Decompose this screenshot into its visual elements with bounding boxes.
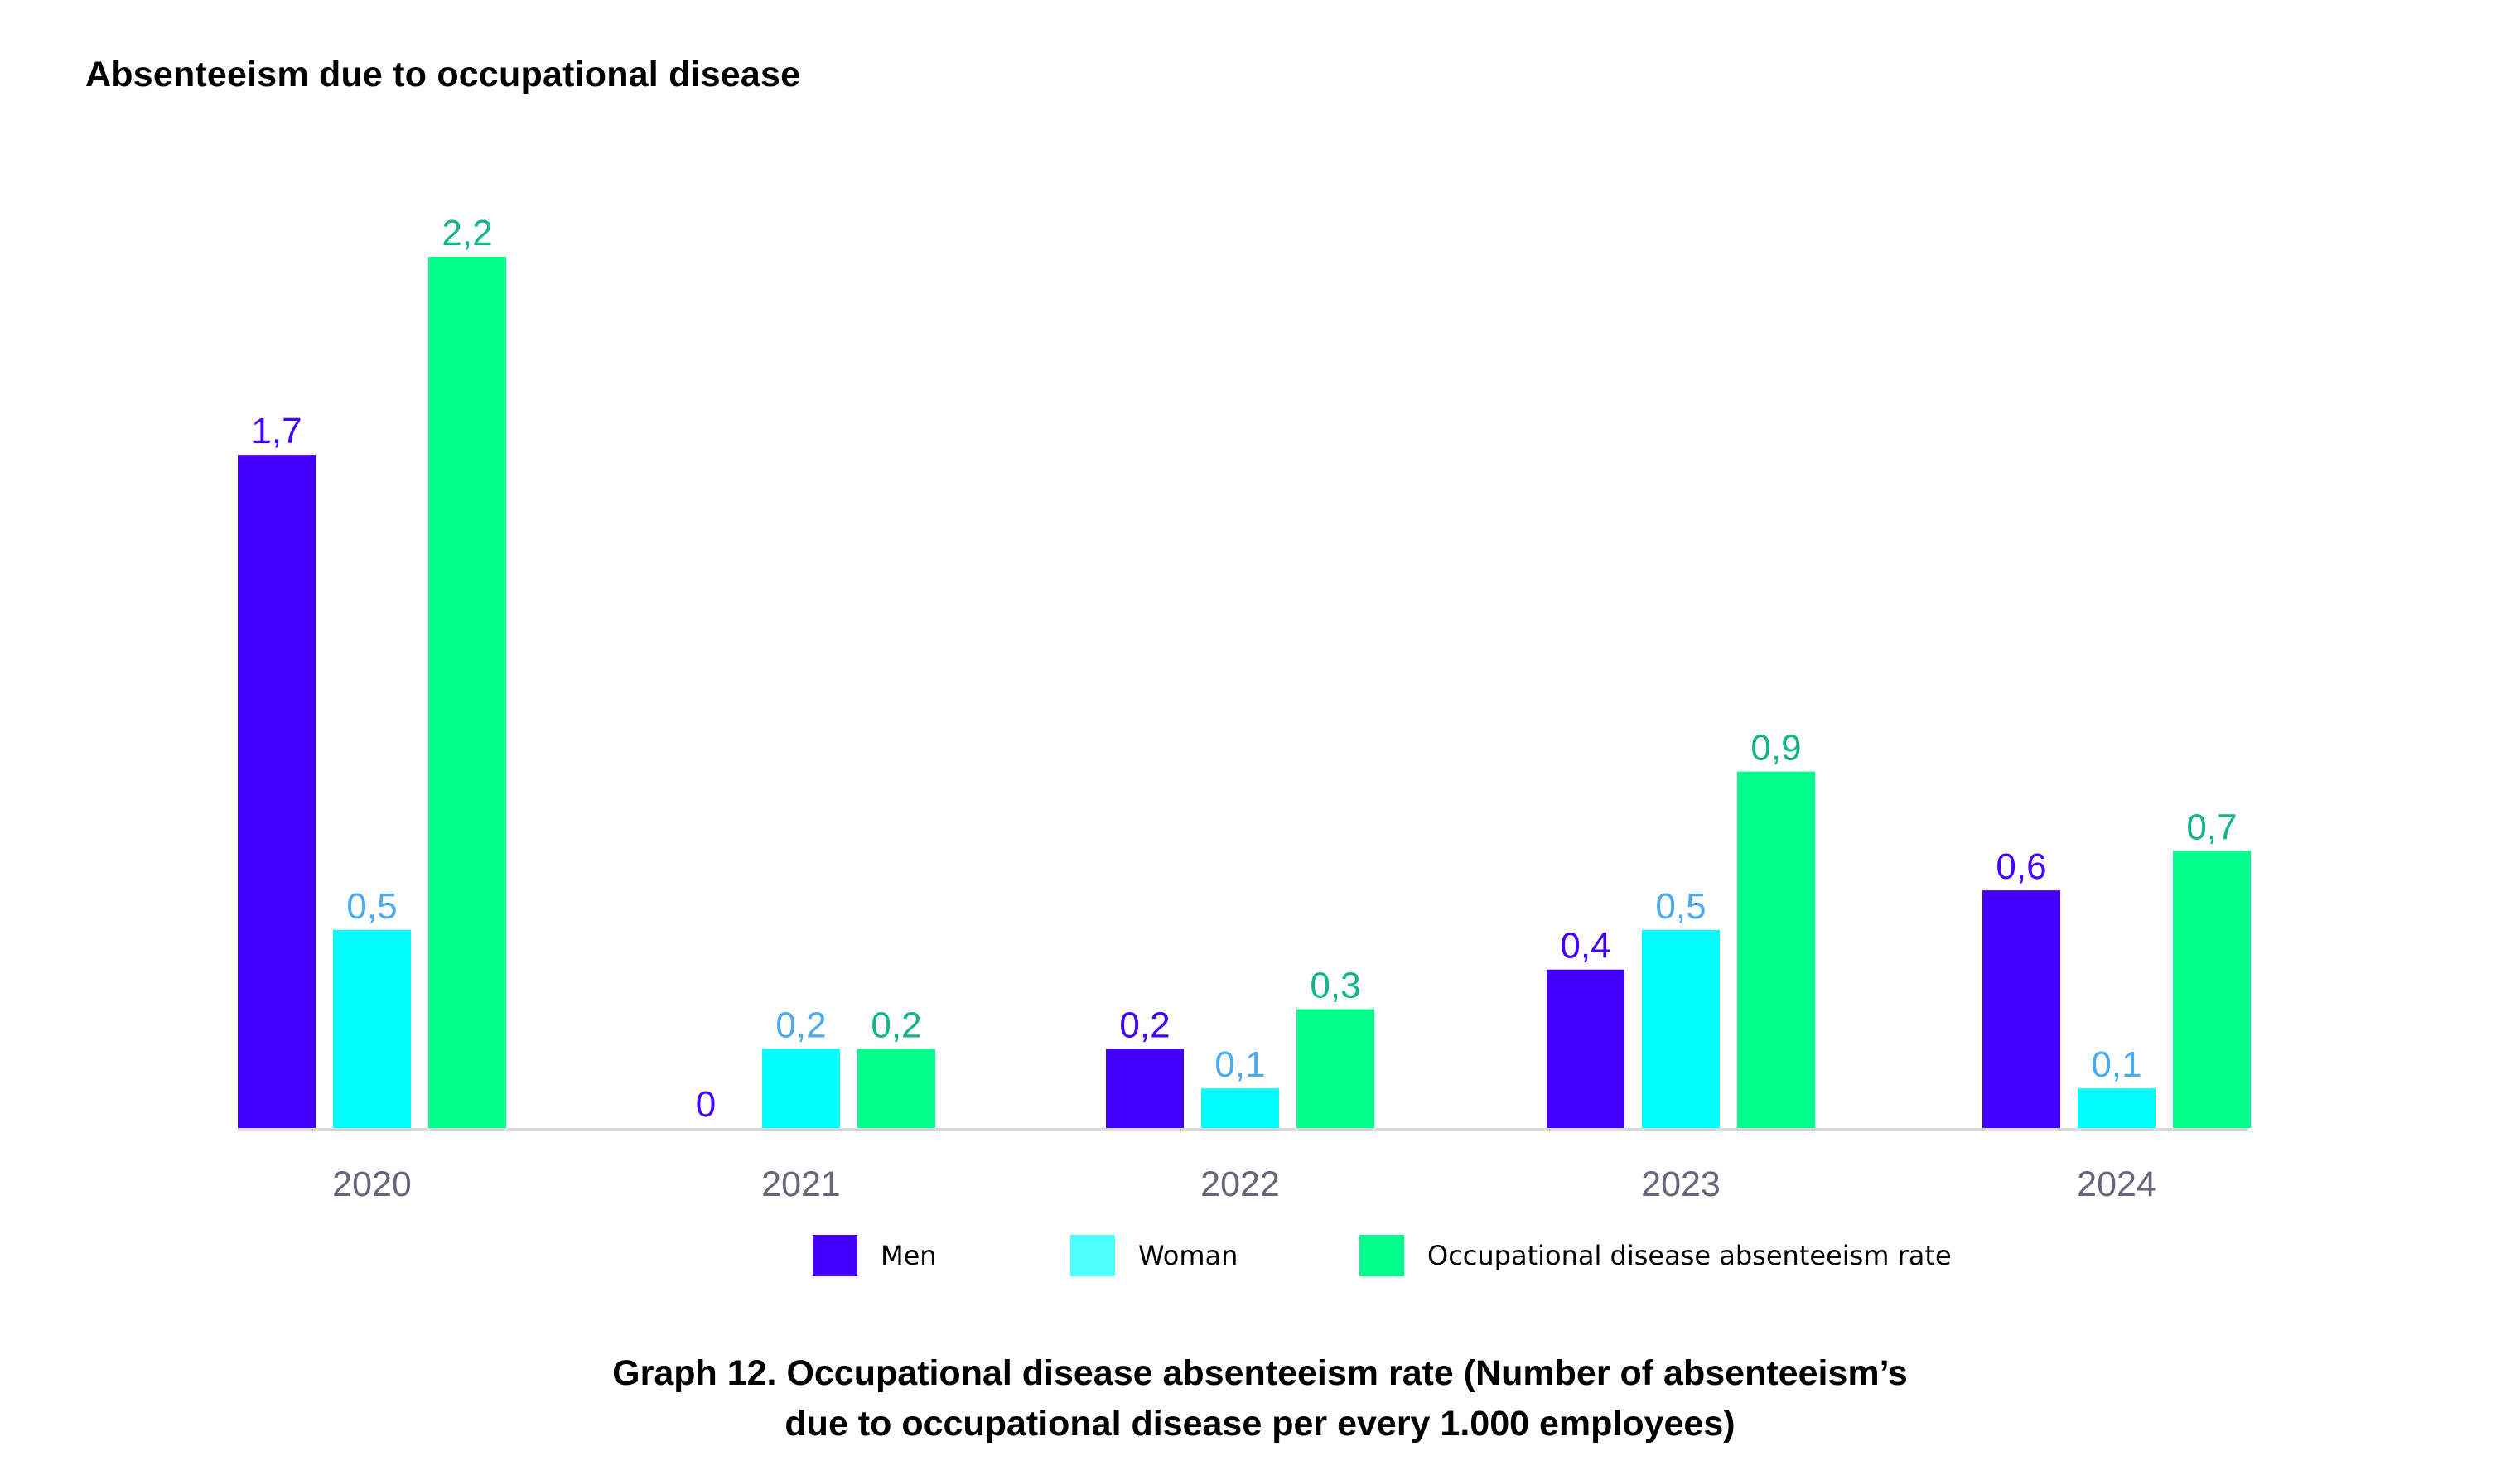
bar-men-2020 bbox=[238, 455, 316, 1128]
x-tick-label-2023: 2023 bbox=[1641, 1164, 1721, 1204]
x-tick-label-2020: 2020 bbox=[332, 1164, 412, 1204]
legend-label: Woman bbox=[1138, 1240, 1238, 1271]
bar-woman-2022 bbox=[1201, 1088, 1279, 1128]
value-label-woman-2020: 0,5 bbox=[346, 886, 397, 927]
bar-occupational-disease-absenteeism-rate-2021 bbox=[857, 1049, 935, 1128]
legend-item-woman: Woman bbox=[1070, 1234, 1238, 1277]
value-label-men-2023: 0,4 bbox=[1560, 926, 1610, 967]
x-tick-label-2021: 2021 bbox=[761, 1164, 841, 1204]
legend-label: Occupational disease absenteeism rate bbox=[1427, 1240, 1952, 1271]
value-label-occupational-disease-absenteeism-rate-2021: 0,2 bbox=[871, 1005, 921, 1045]
x-tick-label-2024: 2024 bbox=[2077, 1164, 2156, 1204]
value-label-men-2020: 1,7 bbox=[251, 411, 302, 451]
bar-men-2022 bbox=[1106, 1049, 1184, 1128]
value-label-woman-2023: 0,5 bbox=[1655, 886, 1706, 927]
legend-swatch bbox=[1070, 1235, 1115, 1276]
bar-occupational-disease-absenteeism-rate-2020 bbox=[428, 257, 506, 1128]
value-label-occupational-disease-absenteeism-rate-2020: 2,2 bbox=[442, 213, 492, 253]
value-label-men-2021: 0 bbox=[696, 1084, 716, 1125]
value-label-occupational-disease-absenteeism-rate-2022: 0,3 bbox=[1310, 966, 1360, 1006]
caption-line-2: due to occupational disease per every 1.… bbox=[784, 1404, 1736, 1444]
legend-item-men: Men bbox=[813, 1234, 937, 1277]
value-label-men-2022: 0,2 bbox=[1119, 1005, 1170, 1045]
chart-heading: Absenteeism due to occupational disease bbox=[85, 55, 801, 94]
bar-woman-2024 bbox=[2078, 1088, 2156, 1128]
bar-men-2023 bbox=[1547, 969, 1624, 1128]
bar-woman-2021 bbox=[762, 1049, 840, 1128]
legend-swatch bbox=[1359, 1235, 1404, 1276]
value-labels-layer: 1,7 0,5 2,2 0 0,2 0,2 0,2 0,1 0,3 0,4 0,5 0,9 0,6 0,1… bbox=[251, 213, 2237, 1125]
bars-layer bbox=[238, 257, 2251, 1128]
bar-occupational-disease-absenteeism-rate-2022 bbox=[1296, 1009, 1374, 1128]
bar-occupational-disease-absenteeism-rate-2023 bbox=[1737, 771, 1815, 1128]
value-label-woman-2022: 0,1 bbox=[1214, 1044, 1265, 1085]
value-label-woman-2024: 0,1 bbox=[2091, 1044, 2141, 1085]
value-label-woman-2021: 0,2 bbox=[775, 1005, 826, 1045]
legend-item-occupational-disease-absenteeism-rate: Occupational disease absenteeism rate bbox=[1359, 1234, 1952, 1277]
x-tick-label-2022: 2022 bbox=[1200, 1164, 1280, 1204]
caption-line-1: Graph 12. Occupational disease absenteei… bbox=[612, 1353, 1908, 1393]
bar-woman-2020 bbox=[333, 929, 411, 1128]
bar-men-2024 bbox=[1982, 890, 2060, 1128]
x-tick-labels-layer: 2020 2021 2022 2023 2024 bbox=[332, 1164, 2156, 1204]
legend-swatch bbox=[813, 1235, 857, 1276]
value-label-occupational-disease-absenteeism-rate-2023: 0,9 bbox=[1750, 728, 1801, 769]
bar-occupational-disease-absenteeism-rate-2024 bbox=[2173, 851, 2251, 1128]
bar-woman-2023 bbox=[1642, 929, 1720, 1128]
value-label-occupational-disease-absenteeism-rate-2024: 0,7 bbox=[2186, 807, 2237, 847]
figure-caption: Graph 12. Occupational disease absenteei… bbox=[0, 1348, 2520, 1449]
legend-label: Men bbox=[881, 1240, 937, 1271]
value-label-men-2024: 0,6 bbox=[1996, 846, 2046, 887]
